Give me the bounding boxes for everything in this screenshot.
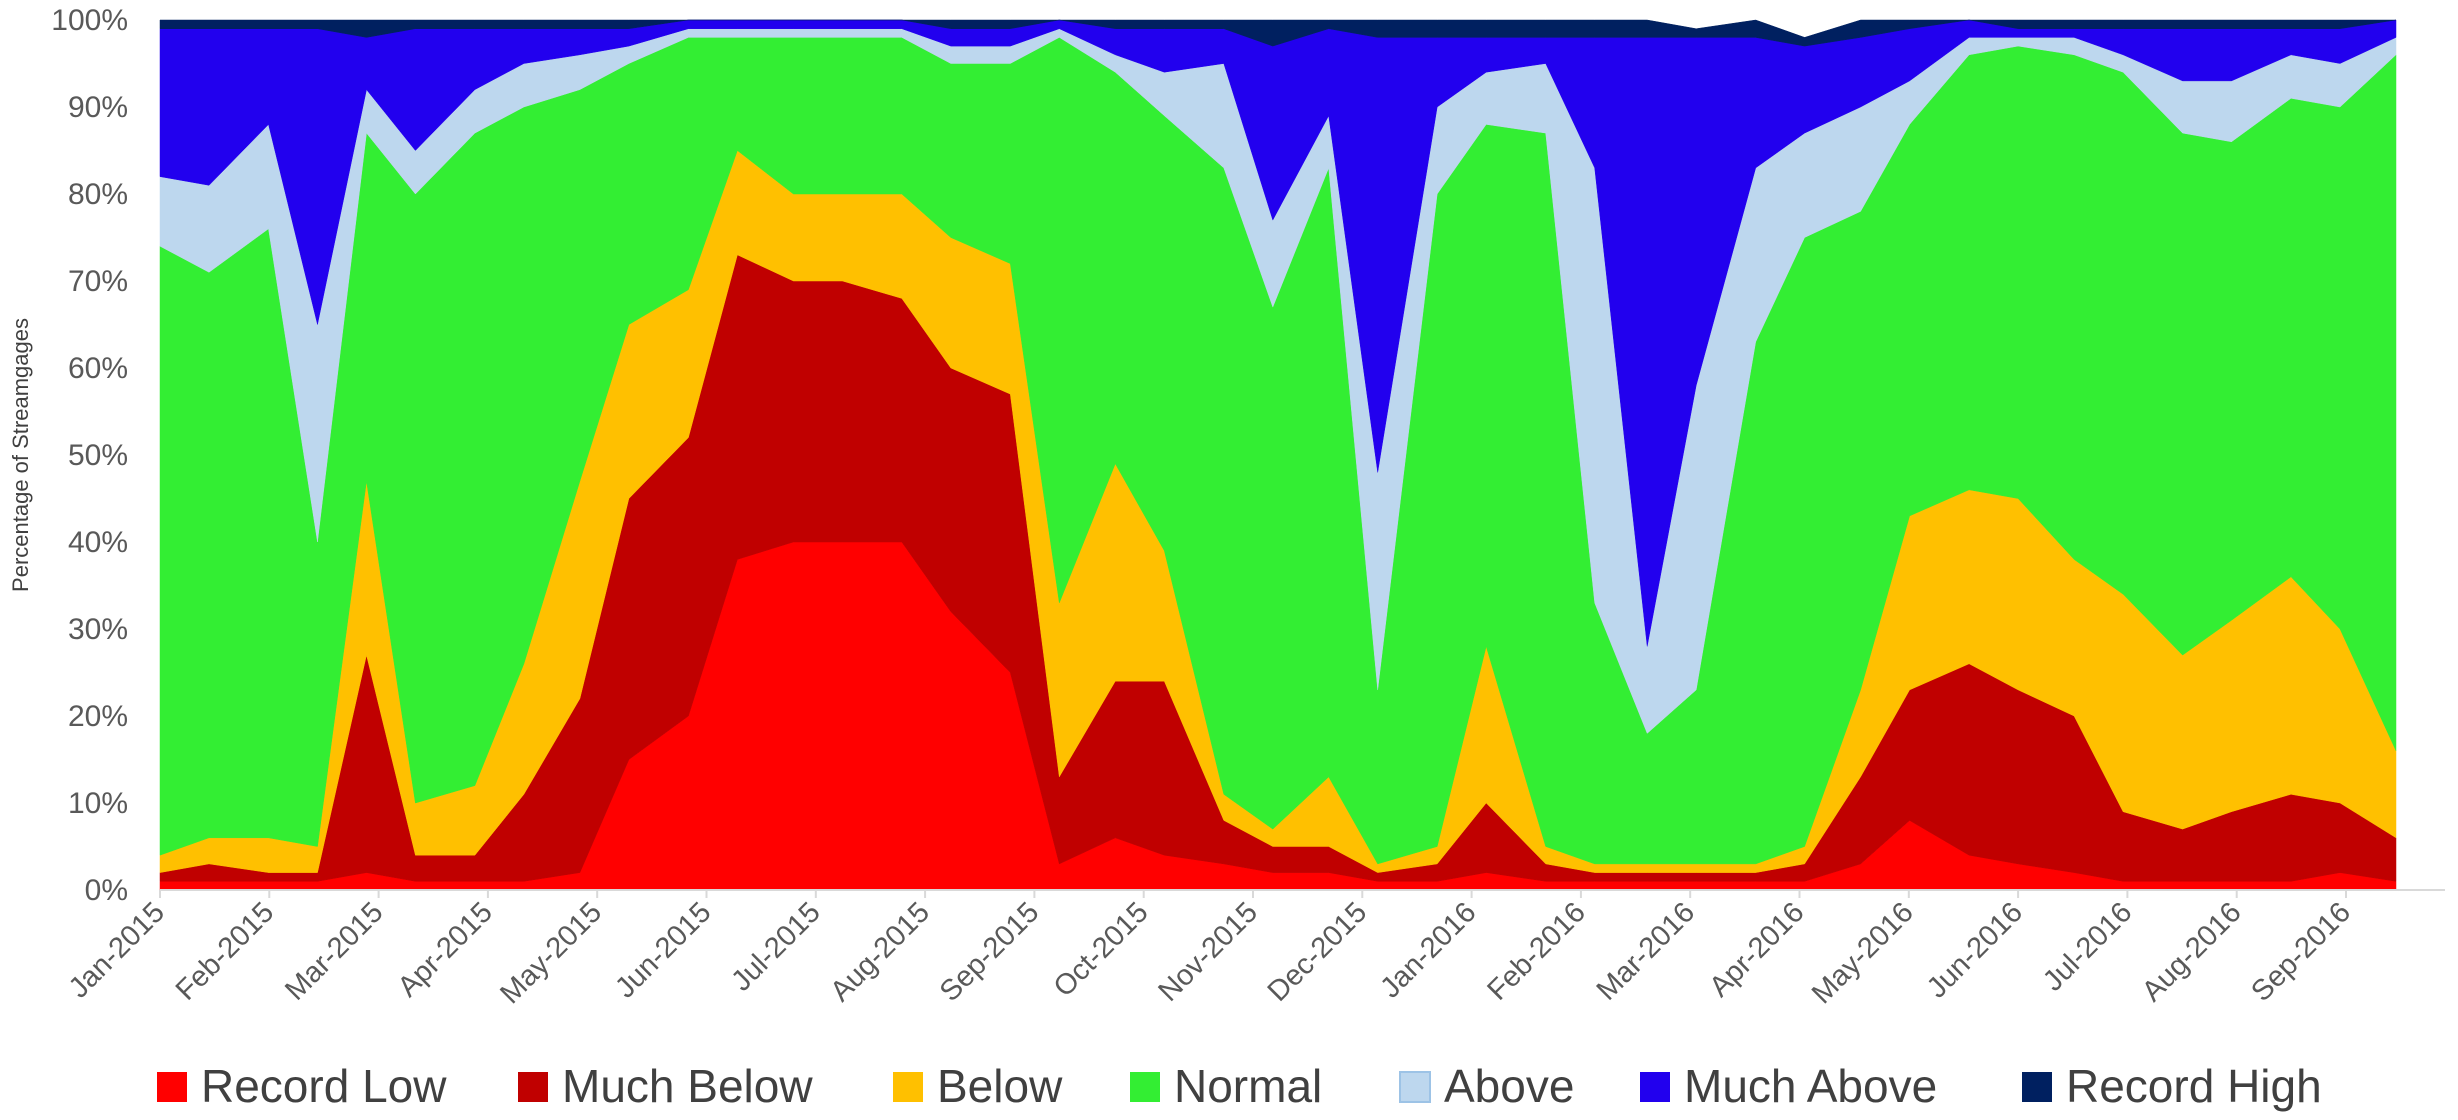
x-tick-label: Oct-2015 (1048, 896, 1155, 1003)
y-tick-label: 50% (68, 439, 128, 472)
legend-swatch-much-above (1640, 1072, 1670, 1102)
x-tick-label: Mar-2016 (1591, 896, 1701, 1006)
y-tick-label: 10% (68, 787, 128, 820)
legend-swatch-much-below (518, 1072, 548, 1102)
legend-label-below: Below (937, 1060, 1063, 1112)
x-tick-label: Feb-2015 (170, 896, 280, 1006)
x-tick-label: Feb-2016 (1481, 896, 1591, 1006)
x-tick-label: Nov-2015 (1152, 896, 1264, 1008)
y-tick-label: 40% (68, 526, 128, 559)
legend-swatch-below (893, 1072, 923, 1102)
y-tick-label: 0% (85, 874, 128, 907)
x-tick-label: Jan-2016 (1374, 896, 1482, 1004)
legend-label-above: Above (1444, 1060, 1574, 1112)
legend: Record Low Much Below Below Normal Above Much… (157, 1060, 2322, 1112)
x-tick-label: Aug-2016 (2136, 896, 2248, 1008)
x-tick-label: May-2016 (1806, 896, 1920, 1010)
y-tick-label: 80% (68, 178, 128, 211)
x-tick-label: Mar-2015 (279, 896, 389, 1006)
x-tick-label: May-2015 (494, 896, 608, 1010)
y-tick-label: 30% (68, 613, 128, 646)
x-tick-label: Apr-2015 (392, 896, 499, 1003)
y-tick-label: 70% (68, 265, 128, 298)
x-tick-label: Jan-2015 (63, 896, 171, 1004)
x-tick-label: Apr-2016 (1703, 896, 1810, 1003)
legend-label-record-low: Record Low (201, 1060, 447, 1112)
x-tick-label: Jul-2016 (2037, 896, 2138, 997)
y-axis-label: Percentage of Streamgages (8, 318, 33, 592)
legend-label-record-high: Record High (2066, 1060, 2322, 1112)
legend-swatch-record-high (2022, 1072, 2052, 1102)
legend-swatch-above (1399, 1071, 1431, 1103)
area-series-record-high (159, 19, 2397, 47)
x-tick-label: Jul-2015 (725, 896, 826, 997)
x-tick-label: Dec-2015 (1262, 896, 1374, 1008)
legend-swatch-record-low (157, 1072, 187, 1102)
legend-label-much-below: Much Below (562, 1060, 813, 1112)
x-tick-label: Sep-2016 (2245, 896, 2357, 1008)
y-tick-label: 90% (68, 91, 128, 124)
plot-areas (159, 19, 2397, 891)
y-tick-label: 60% (68, 352, 128, 385)
y-tick-label: 100% (51, 4, 128, 37)
y-tick-label: 20% (68, 700, 128, 733)
x-tick-label: Jun-2015 (609, 896, 717, 1004)
x-tick-label: Sep-2015 (934, 896, 1046, 1008)
x-tick-label: Aug-2015 (824, 896, 936, 1008)
x-tick-label: Jun-2016 (1921, 896, 2029, 1004)
legend-label-normal: Normal (1174, 1060, 1322, 1112)
legend-swatch-normal (1130, 1072, 1160, 1102)
legend-label-much-above: Much Above (1684, 1060, 1937, 1112)
